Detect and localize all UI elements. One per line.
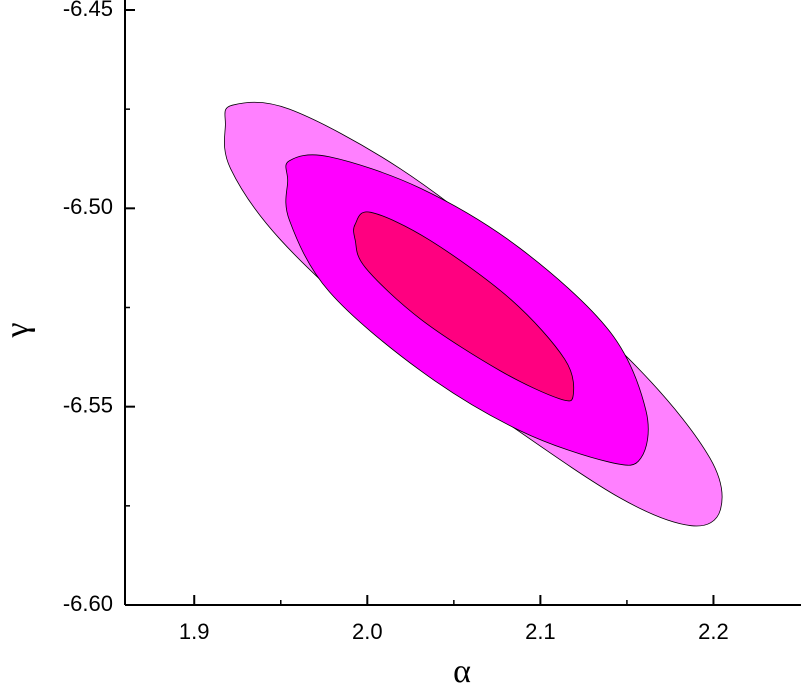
x-tick-label: 2.0 [352,619,383,644]
y-tick-label: -6.50 [63,194,113,219]
x-tick-label: 2.2 [698,619,729,644]
contour-region [353,211,575,402]
y-tick-label: -6.55 [63,392,113,417]
y-tick-label: -6.45 [63,0,113,21]
x-tick-label: 2.1 [525,619,556,644]
x-axis-label: α [453,653,471,690]
y-axis-label: γ [0,322,36,338]
y-tick-label: -6.60 [63,591,113,616]
x-tick-label: 1.9 [179,619,210,644]
